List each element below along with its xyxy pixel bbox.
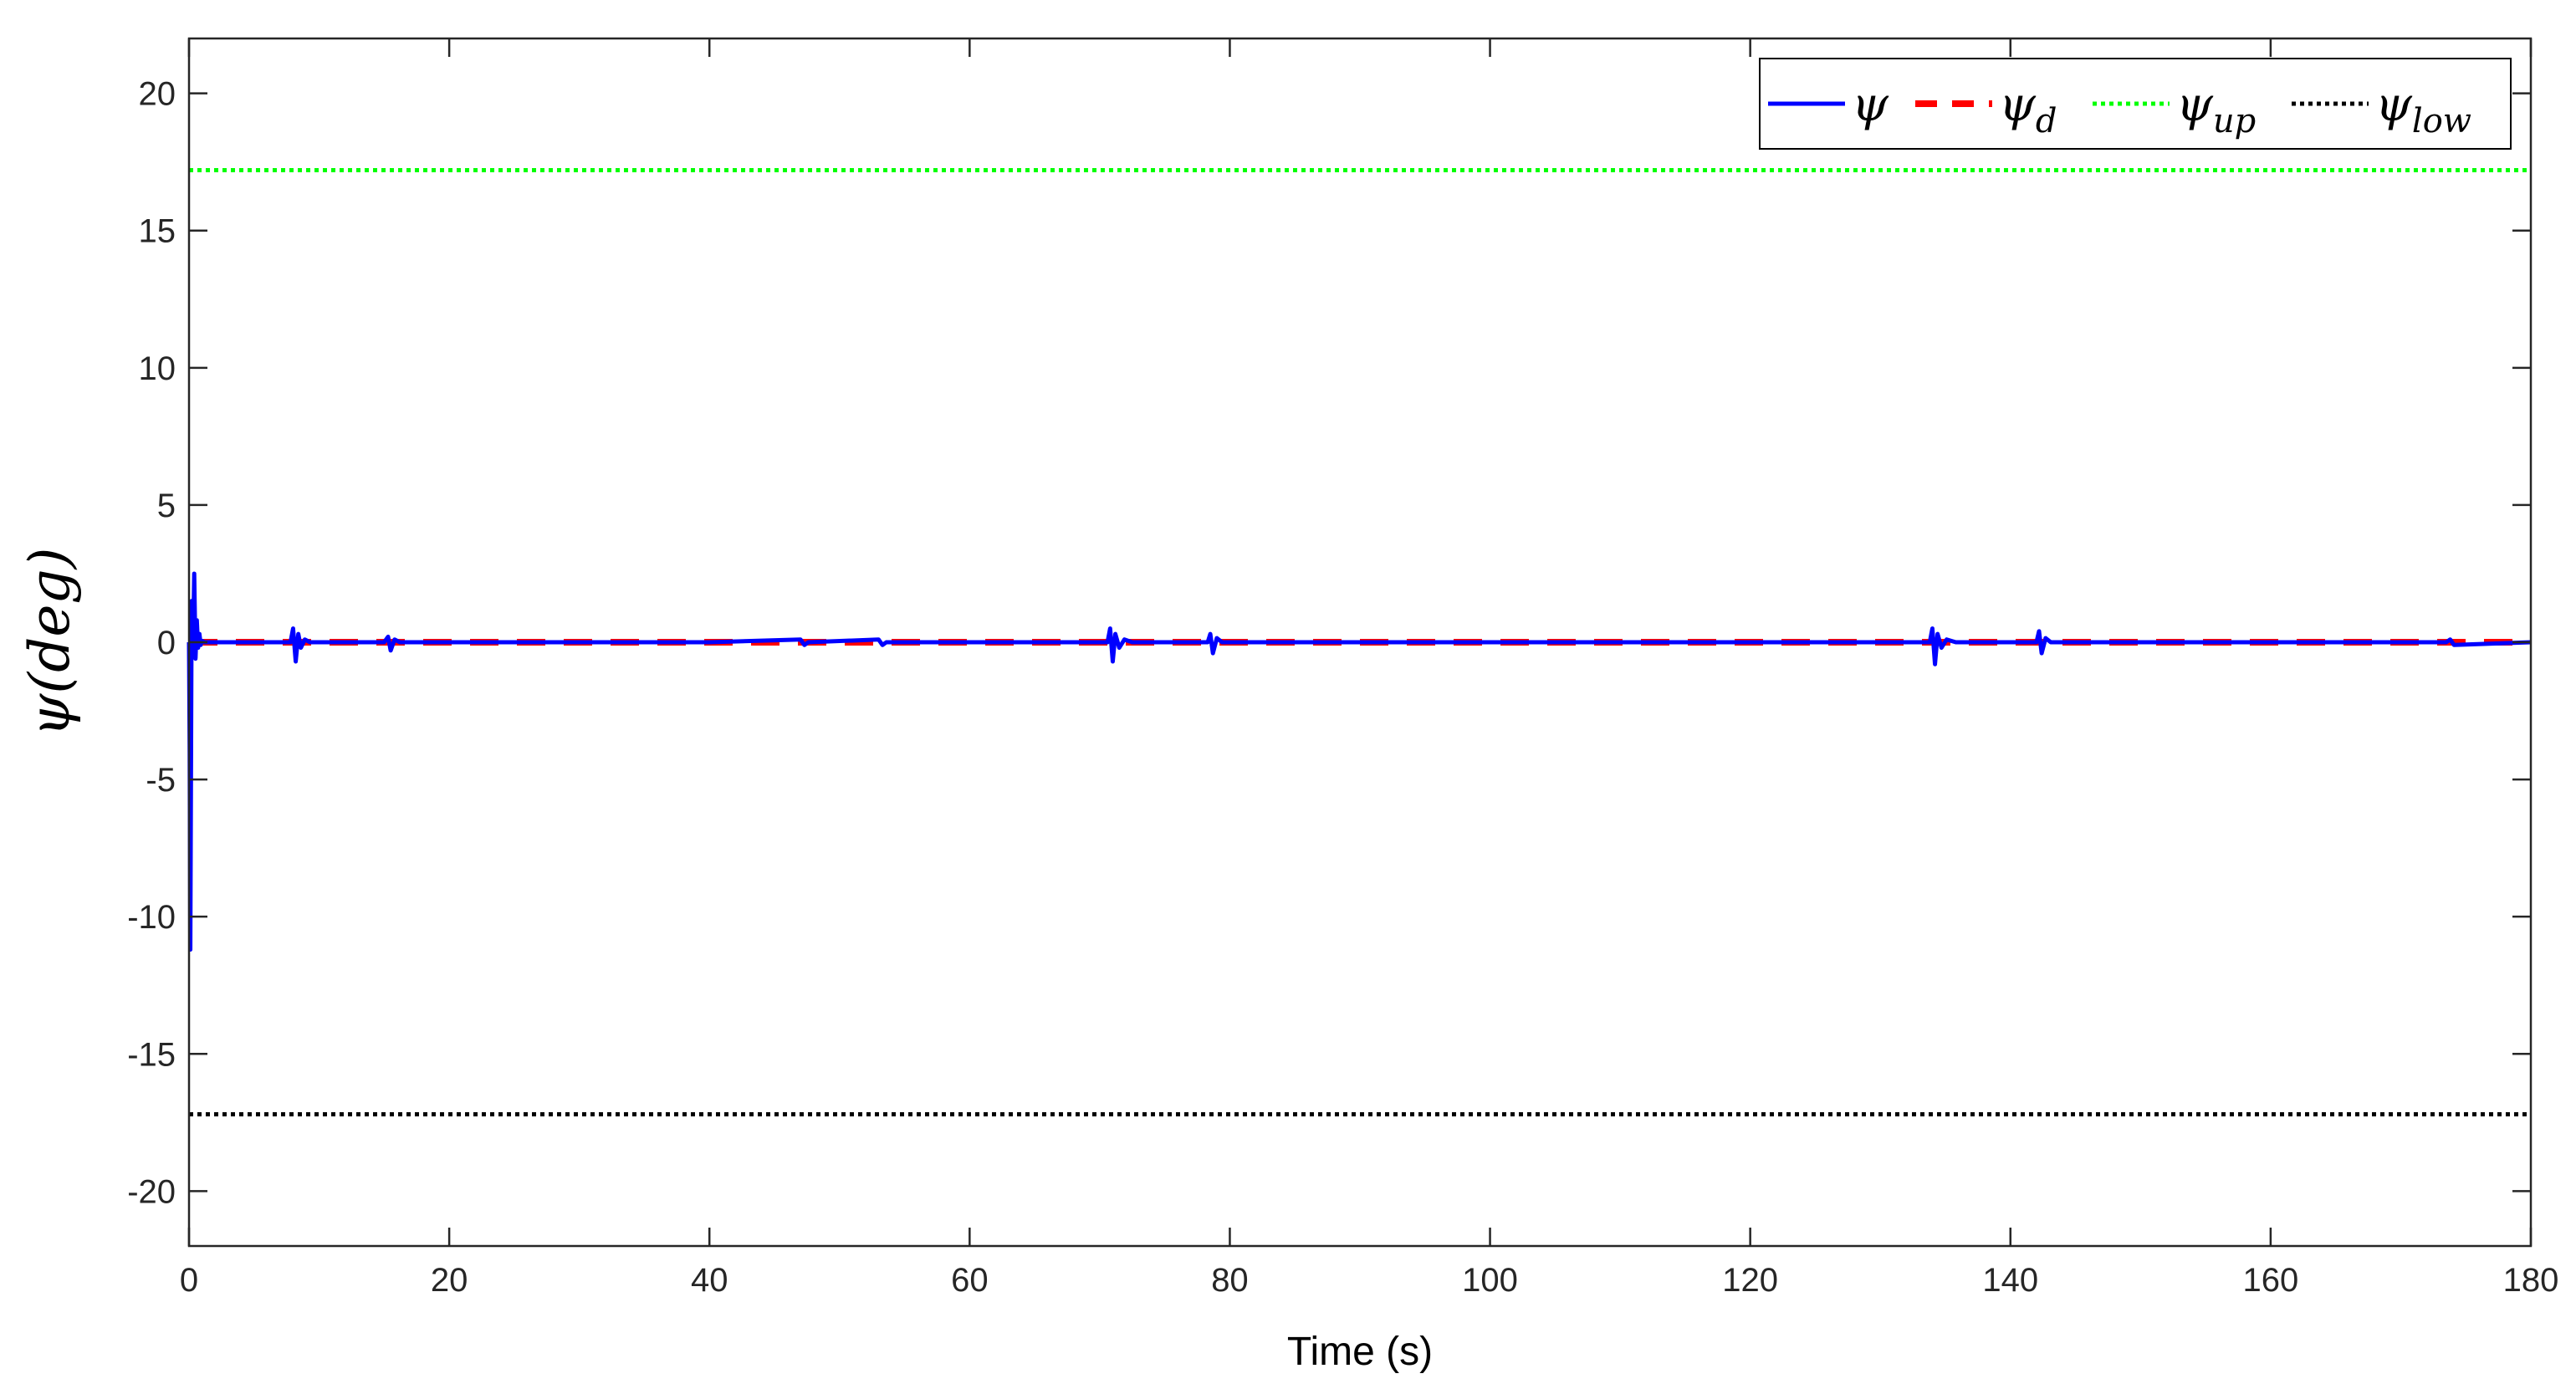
x-tick-label: 80 (1211, 1262, 1249, 1299)
y-axis-label-symbol: ψ (18, 692, 82, 737)
y-tick-label: -10 (127, 899, 176, 936)
legend-label-low: ψlow (2375, 78, 2471, 140)
x-tick-label: 60 (951, 1262, 989, 1299)
y-tick-label: 10 (139, 350, 176, 387)
y-axis-label-args: (deg) (18, 548, 82, 694)
y-tick-label: -20 (127, 1173, 176, 1210)
x-tick-label: 140 (1982, 1262, 2038, 1299)
legend-label-symbol: ψ (2375, 78, 2413, 132)
x-tick-label: 180 (2503, 1262, 2559, 1299)
legend-label-psi: ψ (1852, 78, 1889, 132)
ticks-layer: 0 20 40 60 80 100 120 140 160 180 -20 -15 -10 -5 0 5 10 1… (127, 38, 2558, 1299)
y-axis-label: ψ(deg) (18, 548, 82, 738)
y-tick-label: 20 (139, 76, 176, 113)
legend-label-symbol: ψ (1999, 78, 2037, 132)
x-tick-label: 120 (1722, 1262, 1778, 1299)
x-tick-label: 40 (691, 1262, 728, 1299)
y-tick-label: 15 (139, 213, 176, 250)
legend-label-symbol: ψ (2176, 78, 2214, 132)
x-tick-label: 160 (2243, 1262, 2299, 1299)
y-tick-label: -5 (146, 762, 176, 799)
legend: ψ ψd ψup ψlow (1759, 58, 2512, 150)
legend-label-d: ψd (1999, 78, 2057, 140)
y-tick-label: -15 (127, 1036, 176, 1073)
x-tick-label: 100 (1462, 1262, 1518, 1299)
x-tick-label: 20 (431, 1262, 468, 1299)
legend-label-subscript: up (2213, 102, 2256, 140)
legend-label-symbol: ψ (1852, 78, 1889, 132)
y-tick-label: 5 (157, 488, 176, 524)
x-tick-label: 0 (180, 1262, 198, 1299)
y-tick-label: 0 (157, 625, 176, 661)
x-axis-label: Time (s) (1287, 1330, 1433, 1374)
legend-label-subscript: low (2412, 102, 2471, 140)
legend-label-subscript: d (2036, 102, 2057, 140)
legend-label-up: ψup (2176, 78, 2256, 140)
